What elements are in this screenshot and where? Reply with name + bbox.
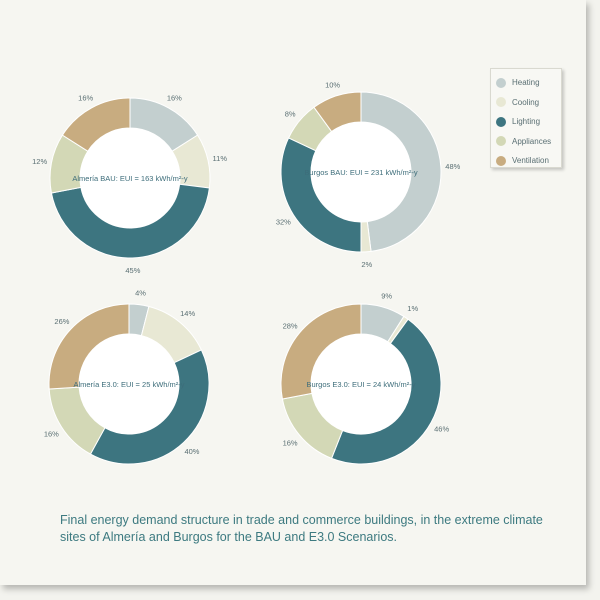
value-label-ventilation: 10%: [325, 81, 340, 90]
value-label-heating: 16%: [167, 93, 182, 102]
legend-swatch-cooling: [496, 97, 506, 108]
legend-label: Cooling: [512, 97, 540, 107]
chart-title: Almería BAU: EUI = 163 kWh/m²-y: [72, 174, 187, 183]
donut-hole: [80, 128, 180, 228]
value-label-lighting: 40%: [184, 447, 199, 456]
donut-hole: [311, 122, 411, 222]
legend-label: Ventilation: [512, 156, 549, 166]
legend-label: Lighting: [512, 117, 541, 127]
figure-page: 16% 11% 45% 12% 16% Almería BAU: EUI = 163 kW…: [32, 68, 562, 544]
value-label-lighting: 45%: [125, 266, 140, 275]
legend-item-ventilation: Ventilation: [491, 151, 561, 171]
donut-hole: [79, 334, 179, 434]
legend: Heating Cooling Lighting Appliances Vent…: [490, 68, 562, 168]
value-label-ventilation: 28%: [283, 321, 298, 330]
donut-chart-2: 48% 2% 32% 8% 10% Burgos BAU: EUI = 231 kWh/m…: [276, 81, 461, 269]
legend-swatch-ventilation: [496, 155, 506, 166]
value-label-cooling: 1%: [407, 304, 418, 313]
value-label-heating: 4%: [135, 289, 146, 298]
donut-chart-1: 16% 11% 45% 12% 16% Almería BAU: EUI = 163 kW…: [32, 93, 227, 275]
donut-hole: [311, 334, 411, 434]
donut-chart-4: 9% 1% 46% 16% 28% Burgos E3.0: EUI = 24 kWh/m…: [280, 292, 449, 465]
figure-caption: Final energy demand structure in trade a…: [60, 513, 543, 544]
value-label-ventilation: 16%: [78, 93, 93, 102]
donut-charts: 16% 11% 45% 12% 16% Almería BAU: EUI = 163 kW…: [32, 81, 461, 465]
value-label-heating: 48%: [445, 162, 460, 171]
legend-swatch-lighting: [496, 116, 506, 127]
legend-swatch-appliances: [496, 136, 506, 147]
value-label-cooling: 11%: [213, 154, 228, 163]
value-label-cooling: 14%: [180, 309, 195, 318]
value-label-appliances: 12%: [32, 157, 47, 166]
legend-item-appliances: Appliances: [491, 132, 561, 152]
legend-label: Heating: [512, 78, 540, 88]
chart-title: Burgos E3.0: EUI = 24 kWh/m²-y: [307, 380, 416, 389]
donut-chart-3: 4% 14% 40% 16% 26% Almería E3.0: EUI = 25 kWh…: [44, 289, 210, 465]
legend-swatch-heating: [496, 77, 506, 88]
legend-label: Appliances: [512, 136, 552, 146]
legend-item-cooling: Cooling: [491, 93, 561, 113]
value-label-lighting: 46%: [434, 424, 449, 433]
value-label-ventilation: 26%: [54, 317, 69, 326]
chart-title: Burgos BAU: EUI = 231 kWh/m²-y: [304, 168, 417, 177]
chart-title: Almería E3.0: EUI = 25 kWh/m²-y: [73, 380, 184, 389]
legend-item-lighting: Lighting: [491, 112, 561, 132]
value-label-heating: 9%: [381, 292, 392, 301]
value-label-cooling: 2%: [361, 260, 372, 269]
value-label-lighting: 32%: [276, 217, 291, 226]
value-label-appliances: 8%: [285, 109, 296, 118]
value-label-appliances: 16%: [283, 439, 298, 448]
legend-item-heating: Heating: [491, 73, 561, 93]
value-label-appliances: 16%: [44, 429, 59, 438]
